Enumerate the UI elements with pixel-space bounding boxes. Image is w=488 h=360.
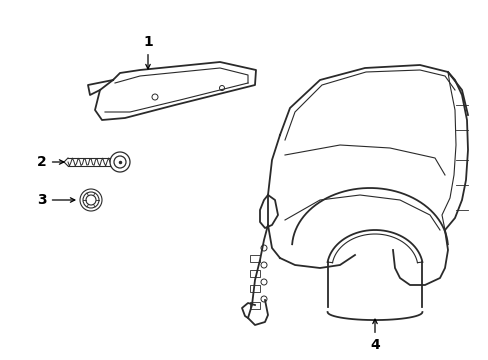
- Text: 4: 4: [369, 319, 379, 352]
- Text: 3: 3: [37, 193, 75, 207]
- Text: 1: 1: [143, 35, 153, 69]
- Text: 2: 2: [37, 155, 64, 169]
